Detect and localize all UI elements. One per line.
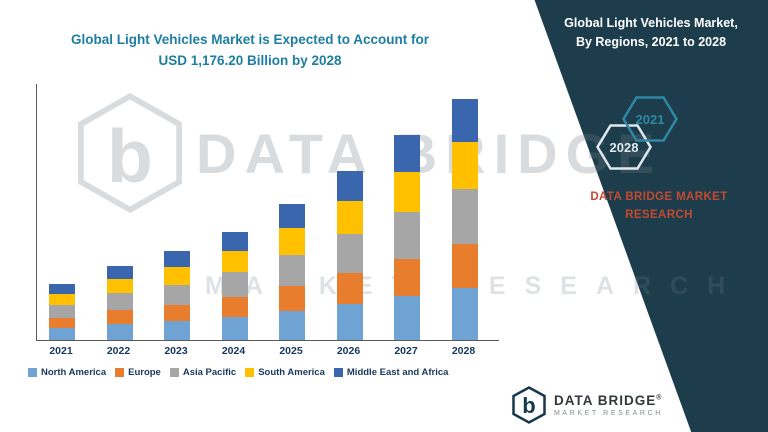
bar-segment-asia-pacific [451, 189, 478, 244]
x-tick-label: 2023 [164, 345, 188, 357]
legend-swatch [245, 368, 255, 377]
bar-segment-asia-pacific [164, 285, 190, 305]
bar-segment-south-america [49, 294, 75, 305]
bar-segment-south-america [279, 228, 305, 255]
panel-heading: Global Light Vehicles Market, By Regions… [540, 14, 762, 53]
bar-segment-south-america [221, 251, 248, 272]
bar-segment-north-america [336, 304, 363, 340]
footer-logo-sub: MARKET RESEARCH [554, 410, 663, 417]
bar-segment-south-america [451, 142, 478, 189]
bar-segment-asia-pacific [336, 234, 363, 273]
bar-segment-asia-pacific [279, 255, 305, 286]
bar-segment-north-america [221, 317, 248, 340]
x-tick-label: 2025 [279, 345, 303, 357]
bar-column-2024 [221, 232, 248, 340]
plot-area [36, 84, 499, 341]
x-tick-label: 2026 [336, 345, 361, 357]
bar-segment-middle-east-and-africa [279, 204, 305, 228]
bar-segment-middle-east-and-africa [106, 266, 133, 279]
bar-segment-europe [221, 297, 248, 317]
legend-item-europe: Europe [115, 367, 161, 378]
legend-label: Asia Pacific [182, 367, 237, 378]
chart-title: Global Light Vehicles Market is Expected… [30, 30, 470, 72]
legend-item-asia-pacific: Asia Pacific [169, 367, 237, 378]
bar-segment-north-america [49, 328, 75, 340]
bar-segment-south-america [394, 172, 420, 212]
bar-segment-middle-east-and-africa [221, 232, 248, 251]
bar-segment-europe [451, 244, 478, 288]
bar-segment-north-america [394, 296, 420, 340]
bar-segment-asia-pacific [49, 305, 75, 318]
bar-segment-europe [336, 273, 363, 304]
bar-segment-asia-pacific [106, 293, 133, 310]
legend-label: Europe [128, 367, 161, 378]
bar-segment-south-america [106, 279, 133, 293]
bar-segment-south-america [336, 201, 363, 234]
bar-segment-north-america [106, 324, 133, 340]
panel-brand-line1: DATA BRIDGE MARKET [590, 191, 728, 203]
footer-logo-text: DATA BRIDGE® MARKET RESEARCH [554, 393, 663, 417]
legend-item-north-america: North America [28, 367, 106, 378]
footer-logo-name: DATA BRIDGE® [554, 393, 663, 408]
x-tick-label: 2022 [106, 345, 131, 357]
legend-item-south-america: South America [245, 367, 325, 378]
svg-text:b: b [522, 393, 535, 418]
x-tick-label: 2028 [451, 345, 476, 357]
legend-label: North America [41, 367, 107, 378]
year-badge-2028: 2028 [596, 124, 652, 170]
legend-swatch [115, 368, 125, 377]
legend-label: South America [258, 367, 325, 378]
bar-column-2022 [106, 266, 133, 340]
bar-segment-europe [279, 286, 305, 311]
bar-segment-north-america [451, 288, 478, 340]
panel-brand-text: DATA BRIDGE MARKET RESEARCH [556, 188, 762, 225]
bar-segment-europe [106, 310, 133, 324]
x-axis-labels: 2021 2022 2023 2024 2025 2026 2027 2028 [36, 345, 498, 359]
bar-segment-middle-east-and-africa [49, 284, 75, 294]
bar-segment-middle-east-and-africa [394, 135, 420, 172]
x-tick-label: 2027 [394, 345, 418, 357]
x-tick-label: 2024 [221, 345, 246, 357]
chart-title-line1: Global Light Vehicles Market is Expected… [70, 32, 430, 47]
bar-segment-europe [394, 259, 420, 296]
bar-column-2027 [394, 135, 420, 340]
footer-hexagon-logo-icon: b [512, 386, 546, 424]
bar-segment-europe [49, 318, 75, 328]
year-badge-2021: 2021 [622, 96, 678, 142]
year-badge-2028-label: 2028 [609, 139, 639, 155]
registered-mark: ® [656, 394, 663, 402]
legend-swatch [333, 368, 343, 377]
bar-column-2028 [451, 99, 478, 340]
hexagon-outline-icon [622, 96, 678, 142]
bar-segment-south-america [164, 267, 190, 285]
hexagon-outline-icon [596, 124, 652, 170]
chart-title-line2: USD 1,176.20 Billion by 2028 [158, 52, 342, 68]
bar-segment-middle-east-and-africa [164, 251, 190, 267]
bar-segment-north-america [279, 311, 305, 340]
bar-column-2025 [279, 204, 305, 340]
bar-column-2026 [336, 171, 363, 340]
legend-label: Middle East and Africa [346, 367, 449, 378]
footer-logo: b DATA BRIDGE® MARKET RESEARCH [512, 386, 663, 424]
legend-item-middle-east-and-africa: Middle East and Africa [333, 367, 449, 378]
chart-legend: North America Europe Asia Pacific South Ame… [28, 367, 528, 378]
panel-heading-line2: By Regions, 2021 to 2028 [575, 35, 727, 50]
bar-segment-europe [164, 305, 190, 321]
bar-segment-asia-pacific [221, 272, 248, 297]
bar-column-2023 [164, 251, 190, 340]
bar-segment-north-america [164, 321, 190, 340]
year-badge-2021-label: 2021 [635, 111, 665, 127]
panel-heading-line1: Global Light Vehicles Market, [564, 16, 738, 30]
x-tick-label: 2021 [49, 345, 73, 357]
bar-column-2021 [49, 284, 75, 340]
bar-segment-asia-pacific [394, 212, 420, 259]
legend-swatch [169, 368, 179, 377]
panel-brand-line2: RESEARCH [625, 209, 693, 222]
bar-segment-middle-east-and-africa [336, 171, 363, 201]
legend-swatch [28, 368, 37, 377]
bar-segment-middle-east-and-africa [451, 99, 478, 142]
